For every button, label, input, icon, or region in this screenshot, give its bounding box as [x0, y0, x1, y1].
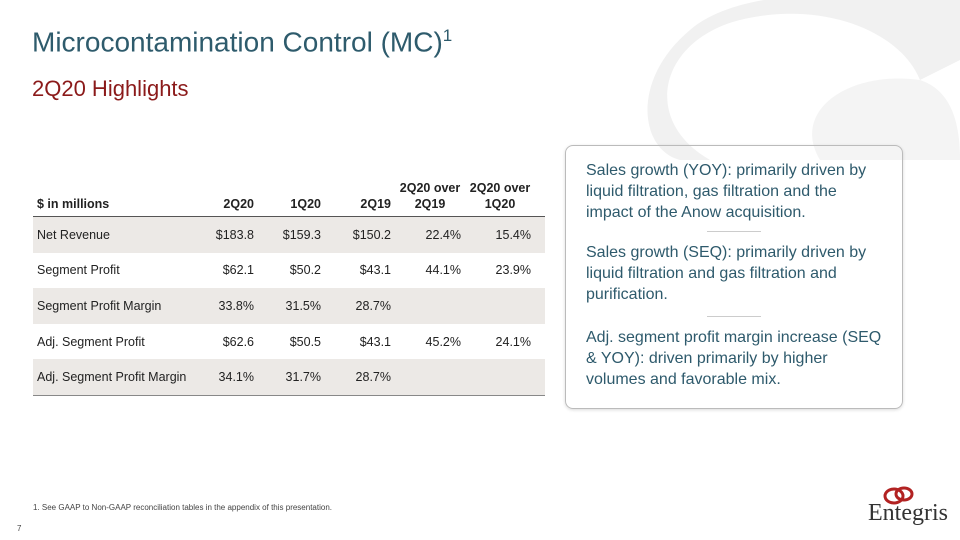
table-cell: $62.6 — [222, 334, 254, 349]
separator — [707, 231, 761, 232]
footnote: 1. See GAAP to Non-GAAP reconciliation t… — [33, 503, 332, 512]
table-cell — [465, 359, 545, 396]
note: Sales growth (YOY): primarily driven by … — [586, 162, 867, 221]
logo-mark — [883, 486, 914, 505]
page-number: 7 — [17, 524, 22, 533]
subtitle: 2Q20 Highlights — [32, 76, 189, 101]
column-header: 2Q20 — [198, 160, 258, 217]
table-cell: Segment Profit — [37, 263, 120, 278]
table-cell: 24.1% — [495, 334, 531, 349]
table-cell: 15.4% — [465, 216, 545, 253]
table-cell — [465, 288, 545, 324]
table-cell: 22.4% — [395, 216, 465, 253]
table-cell: $62.1 — [222, 263, 254, 278]
table-cell: 45.2% — [425, 334, 461, 349]
table-row: Net Revenue $183.8 $159.3 $150.2 22.4% 15.4% — [33, 216, 545, 253]
table-cell: Adj. Segment Profit — [37, 334, 145, 349]
table-cell: 31.7% — [258, 359, 325, 396]
table-row: Adj. Segment Profit Margin 34.1% 31.7% 28.7… — [33, 359, 545, 396]
table-cell: $50.2 — [289, 263, 321, 278]
table-cell: Segment Profit Margin — [33, 288, 198, 324]
table-cell: 31.5% — [258, 288, 325, 324]
logo: Entegris — [868, 500, 948, 526]
table-cell: $183.8 — [198, 216, 258, 253]
table-cell: 23.9% — [495, 263, 531, 278]
table-row: Segment Profit $62.1 $50.2 $43.1 44.1% 23.9% — [33, 253, 545, 289]
table-cell — [395, 359, 465, 396]
separator — [707, 316, 761, 317]
column-header: 1Q20 — [258, 160, 325, 217]
table-row: Segment Profit Margin 33.8% 31.5% 28.7% — [33, 288, 545, 324]
table-cell: $43.1 — [359, 334, 391, 349]
title-text: Microcontamination Control (MC) — [32, 26, 443, 58]
title: Microcontamination Control (MC)1 — [32, 26, 452, 58]
table-row: Adj. Segment Profit $62.6 $50.5 $43.1 45.2% 2… — [33, 324, 545, 360]
table-cell: 28.7% — [325, 359, 395, 396]
table-cell: Net Revenue — [33, 216, 198, 253]
column-header: 2Q20 over 2Q19 — [395, 160, 465, 217]
notes-box: Sales growth (YOY): primarily driven by … — [565, 145, 903, 409]
table-cell: $150.2 — [325, 216, 395, 253]
table-cell: $50.5 — [289, 334, 321, 349]
column-header: 2Q19 — [325, 160, 395, 217]
column-header: $ in millions — [33, 160, 198, 217]
table-cell: $43.1 — [359, 263, 391, 278]
table-cell: 33.8% — [198, 288, 258, 324]
title-superscript: 1 — [442, 26, 453, 45]
table-cell — [395, 288, 465, 324]
table-cell: 34.1% — [198, 359, 258, 396]
table-cell: Adj. Segment Profit Margin — [33, 359, 198, 396]
column-header: 2Q20 over 1Q20 — [465, 160, 545, 217]
table-cell: 44.1% — [425, 263, 461, 278]
decoration — [647, 0, 960, 160]
table: $ in millions 2Q20 1Q20 2Q19 2Q20 over 2… — [33, 160, 545, 396]
table-cell: 28.7% — [325, 288, 395, 324]
table-cell: $159.3 — [258, 216, 325, 253]
note: Sales growth (SEQ): primarily driven by … — [586, 244, 867, 303]
note: Adj. segment profit margin increase (SEQ… — [586, 329, 882, 388]
